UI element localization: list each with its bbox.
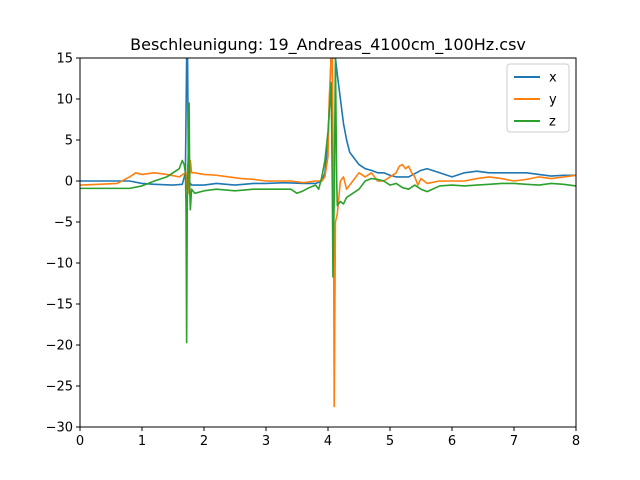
y-tick-label: 15 xyxy=(56,52,73,67)
x-tick-label: 8 xyxy=(572,434,580,449)
y-tick-label: −20 xyxy=(46,339,73,354)
x-tick-label: 0 xyxy=(76,434,84,449)
y-tick-label: 10 xyxy=(56,93,73,108)
y-tick-label: −5 xyxy=(54,216,73,231)
x-tick-label: 7 xyxy=(510,434,518,449)
y-tick-label: −30 xyxy=(46,421,73,436)
series-line-z xyxy=(80,58,576,344)
series-line-x xyxy=(80,58,576,186)
legend: xyz xyxy=(506,63,570,133)
legend-label-z: z xyxy=(549,115,556,130)
legend-label-x: x xyxy=(549,71,557,86)
legend-label-y: y xyxy=(549,93,557,108)
x-tick-label: 6 xyxy=(448,434,456,449)
y-tick-label: 0 xyxy=(65,175,73,190)
x-axis: 0 1 2 3 4 5 6 7 8 xyxy=(76,427,580,449)
x-tick-label: 2 xyxy=(200,434,208,449)
x-tick-label: 3 xyxy=(262,434,270,449)
x-tick-label: 4 xyxy=(324,434,332,449)
y-tick-label: 5 xyxy=(65,134,73,149)
x-tick-label: 1 xyxy=(138,434,146,449)
x-tick-label: 5 xyxy=(386,434,394,449)
y-tick-label: −10 xyxy=(46,257,73,272)
y-tick-label: −15 xyxy=(46,298,73,313)
series-layer xyxy=(80,58,576,408)
y-axis: −30 −25 −20 −15 −10 −5 0 5 10 15 xyxy=(46,52,80,436)
y-tick-label: −25 xyxy=(46,380,73,395)
chart-title: Beschleunigung: 19_Andreas_4100cm_100Hz.… xyxy=(130,35,526,55)
